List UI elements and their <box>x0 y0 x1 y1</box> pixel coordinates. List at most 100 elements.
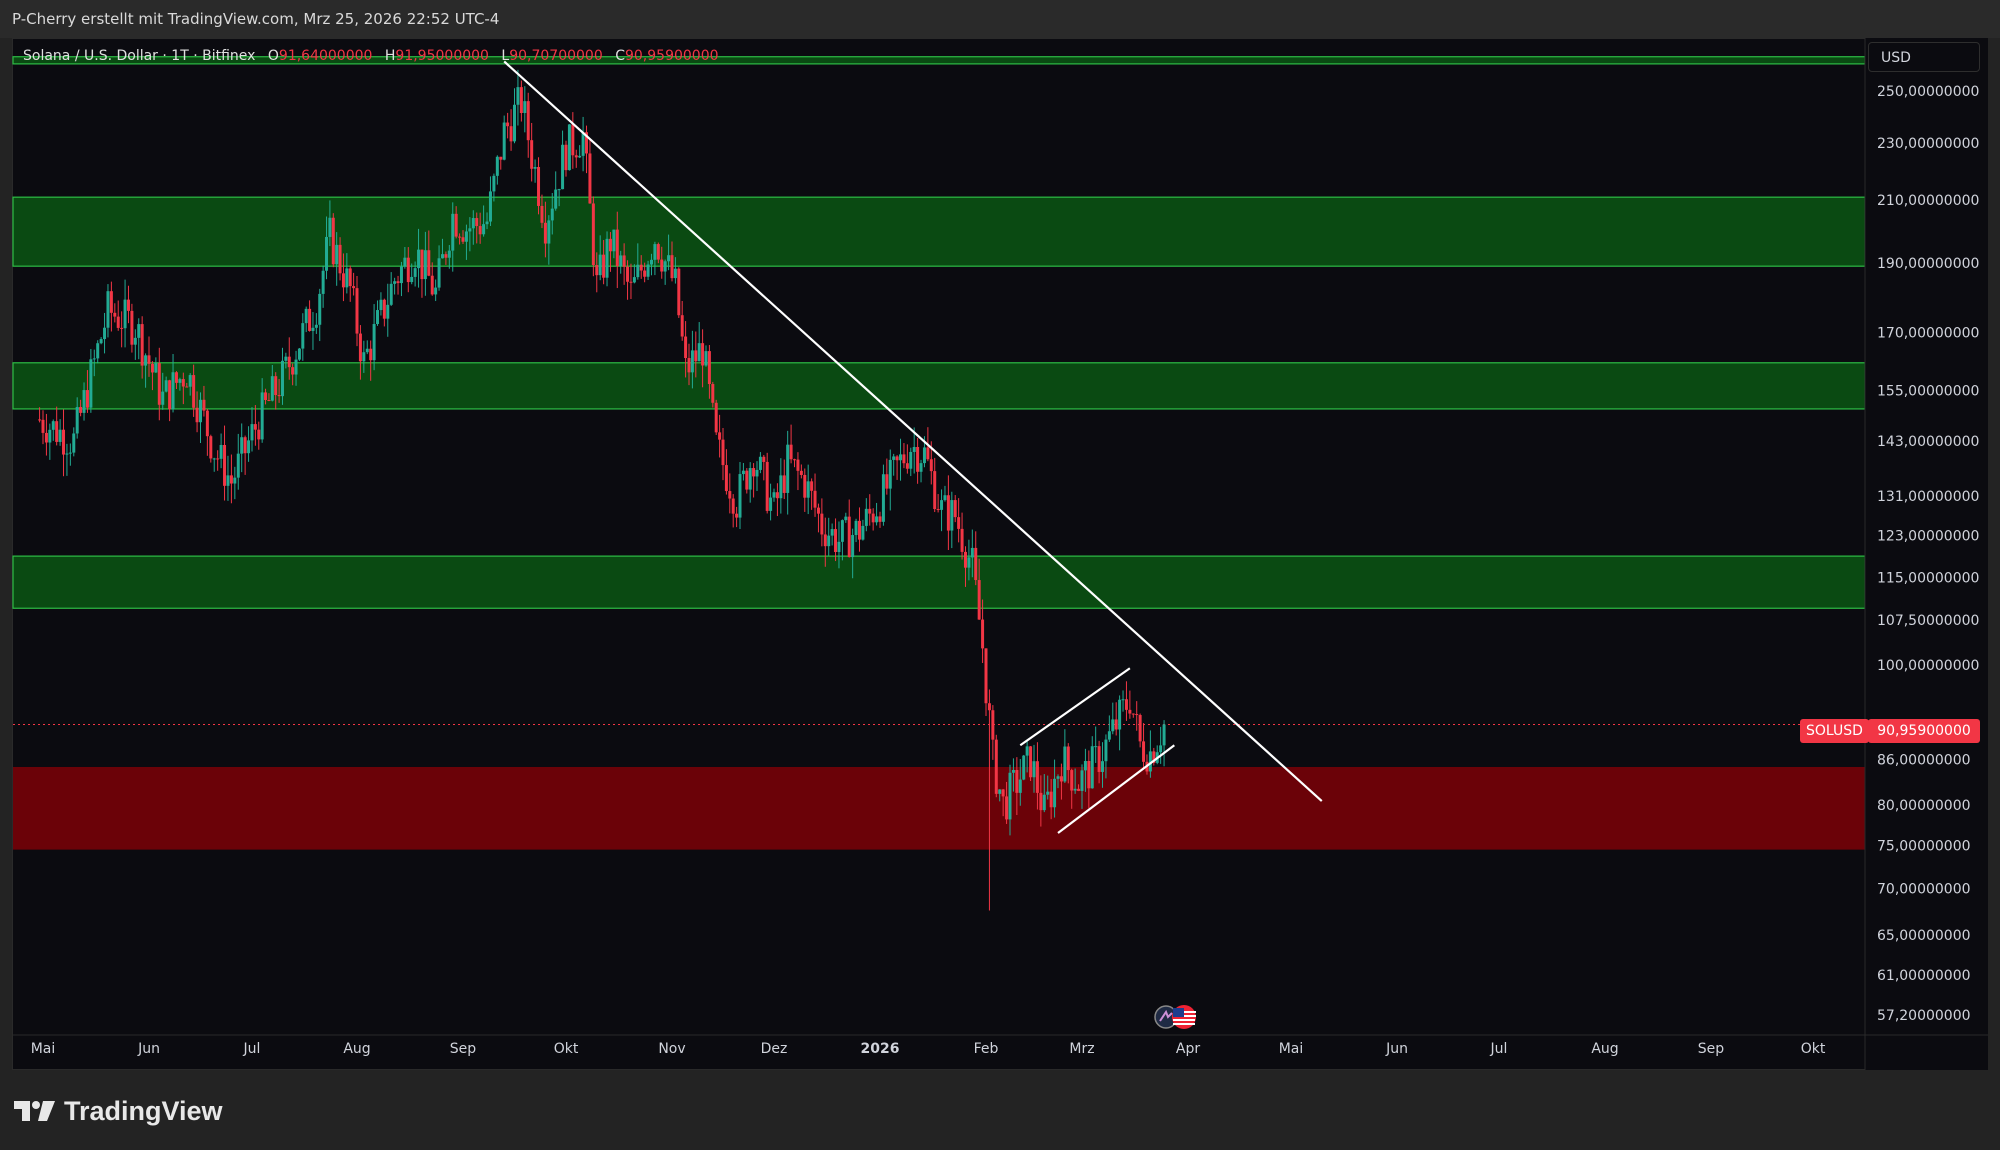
candle <box>499 156 503 170</box>
chart-attribution: P-Cherry erstellt mit TradingView.com, M… <box>0 0 2000 38</box>
candle <box>41 410 45 445</box>
candle <box>530 122 534 182</box>
candle <box>51 419 55 441</box>
candle <box>519 80 523 122</box>
x-tick-label: Jun <box>137 1041 160 1057</box>
candle <box>226 455 230 501</box>
candle <box>905 444 909 474</box>
candle <box>471 210 475 245</box>
candle <box>509 109 513 151</box>
candle <box>99 337 103 345</box>
candle <box>308 300 312 332</box>
x-tick-label: Okt <box>1801 1041 1826 1057</box>
candle <box>796 452 800 491</box>
zone-110-119[interactable] <box>12 555 1866 609</box>
candle <box>79 399 83 417</box>
candle <box>803 468 807 512</box>
candle <box>704 345 708 367</box>
y-tick-label: 210,00000000 <box>1877 193 1979 209</box>
candle <box>1094 726 1098 763</box>
candle <box>236 433 240 490</box>
candle <box>861 519 865 541</box>
candle <box>667 234 671 271</box>
candle <box>830 523 834 546</box>
symbol-name[interactable]: Solana / U.S. Dollar · 1T · Bitfinex <box>23 48 256 64</box>
candle <box>1087 750 1091 809</box>
candle <box>68 443 72 466</box>
candle <box>643 262 647 283</box>
candle <box>174 371 178 390</box>
currency-selector[interactable]: USD <box>1868 42 1980 72</box>
candle <box>847 499 851 558</box>
price-axis[interactable] <box>1865 38 1988 1070</box>
x-tick-label: Sep <box>1698 1041 1725 1057</box>
x-tick-label: 2026 <box>861 1041 900 1057</box>
candle <box>1104 734 1108 779</box>
downtrend-line[interactable] <box>503 60 1323 802</box>
candle <box>899 438 903 481</box>
candle <box>731 494 735 528</box>
us-flag-icon[interactable] <box>1154 1003 1198 1031</box>
candle <box>912 427 916 474</box>
y-tick-label: 75,00000000 <box>1877 838 1971 854</box>
tradingview-logo-icon <box>14 1101 55 1121</box>
candle <box>595 252 599 293</box>
channel-upper[interactable] <box>1019 667 1131 747</box>
candle <box>871 508 875 531</box>
candle <box>345 253 349 294</box>
x-tick-label: Jul <box>243 1041 261 1057</box>
candle <box>933 457 937 513</box>
candle <box>574 149 578 168</box>
price-chart[interactable]: 250,00000000 230,00000000 210,00000000 190,… <box>0 0 2000 1080</box>
candle <box>881 464 885 526</box>
candle <box>963 546 967 587</box>
candle <box>178 377 182 391</box>
candle <box>113 303 117 323</box>
last-price-tag: 90,95900000 <box>1868 719 1980 743</box>
candle <box>1039 775 1043 827</box>
candle <box>673 257 677 284</box>
candle <box>304 306 308 333</box>
candle <box>348 265 352 302</box>
supply-zone-190-210[interactable] <box>12 196 1866 267</box>
candle <box>547 215 551 265</box>
candle <box>741 463 745 481</box>
candle <box>44 413 48 456</box>
candle <box>1121 690 1125 712</box>
candle <box>608 232 612 272</box>
candle <box>1135 701 1139 731</box>
candle <box>769 483 773 521</box>
candle <box>420 249 424 298</box>
candle <box>605 231 609 287</box>
candle <box>240 423 244 473</box>
candle <box>270 364 274 402</box>
x-tick-label: Aug <box>1591 1041 1618 1057</box>
candle <box>1159 726 1163 764</box>
channel-lower[interactable] <box>1057 744 1175 834</box>
candle <box>325 216 329 280</box>
candle <box>58 419 62 446</box>
candle <box>495 155 499 185</box>
candle <box>957 498 961 543</box>
candle <box>1070 768 1074 809</box>
candle <box>707 345 711 399</box>
candle <box>974 531 978 586</box>
candle <box>950 491 954 549</box>
candle <box>106 284 110 338</box>
zone-150-162[interactable] <box>12 362 1866 410</box>
tradingview-logo[interactable]: TradingView <box>14 1093 223 1129</box>
candle <box>779 458 783 514</box>
candle <box>854 518 858 543</box>
demand-zone-75-85[interactable] <box>13 766 1865 850</box>
candle <box>765 452 769 514</box>
candle <box>537 157 541 215</box>
candle <box>895 455 899 480</box>
candle <box>1124 681 1128 721</box>
candle <box>940 489 944 532</box>
y-tick-label: 65,00000000 <box>1877 928 1971 944</box>
candle <box>1111 702 1115 735</box>
y-tick-label: 115,00000000 <box>1877 571 1979 587</box>
candle <box>840 519 844 561</box>
candle <box>199 392 202 443</box>
candle <box>485 212 489 230</box>
